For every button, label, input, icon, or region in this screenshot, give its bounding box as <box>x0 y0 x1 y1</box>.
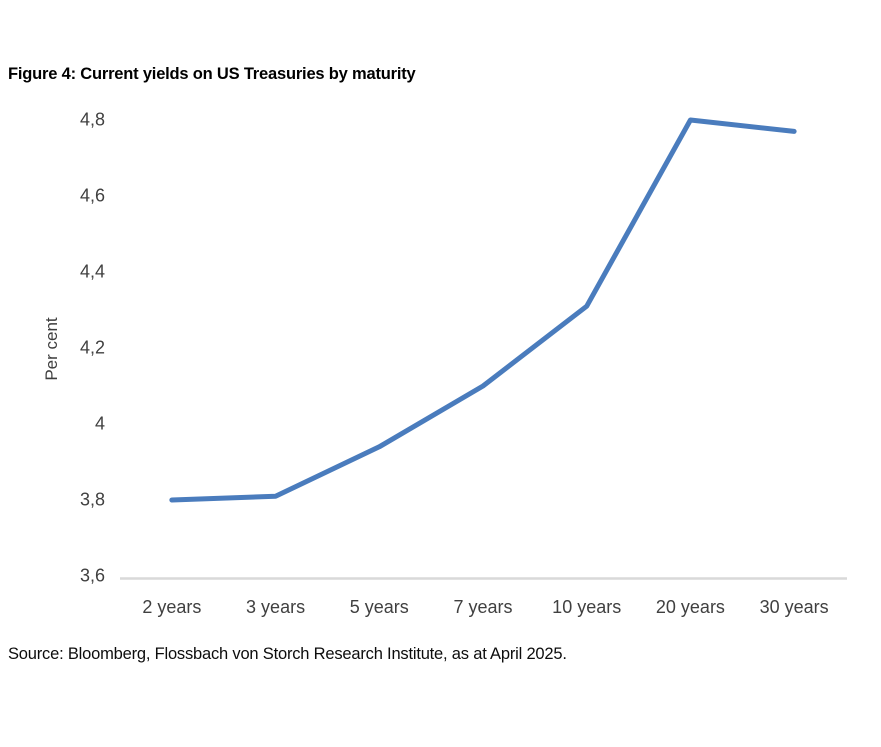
y-tick-label: 4,8 <box>79 109 105 130</box>
y-tick-label: 3,6 <box>79 565 105 586</box>
x-tick-label: 5 years <box>349 597 409 617</box>
y-tick-label: 4,6 <box>79 185 105 206</box>
x-tick-label: 7 years <box>453 597 513 617</box>
x-tick-label: 20 years <box>655 597 725 617</box>
x-tick-label: 2 years <box>142 597 202 617</box>
y-tick-label: 3,8 <box>79 489 105 510</box>
x-tick-label: 3 years <box>246 597 306 617</box>
figure-title: Figure 4: Current yields on US Treasurie… <box>8 65 416 83</box>
y-tick-label: 4,2 <box>79 337 105 358</box>
source-note: Source: Bloomberg, Flossbach von Storch … <box>8 645 567 663</box>
x-tick-label: 30 years <box>759 597 829 617</box>
y-tick-label: 4 <box>94 413 105 434</box>
x-tick-label: 10 years <box>552 597 622 617</box>
y-tick-label: 4,4 <box>79 261 105 282</box>
yield-curve-line <box>169 117 797 503</box>
